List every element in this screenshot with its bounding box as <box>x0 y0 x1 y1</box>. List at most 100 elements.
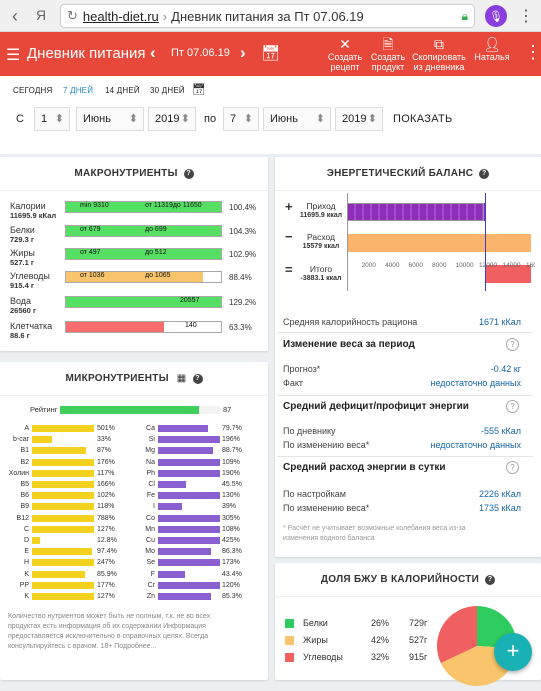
micronutrient-value: 173% <box>222 559 240 567</box>
back-icon[interactable]: ‹ <box>12 6 18 26</box>
micronutrient-right-row: Co 305% <box>0 514 268 523</box>
overflow-menu-icon[interactable]: ⋮ <box>524 42 541 62</box>
plus-icon: + <box>285 199 293 214</box>
copy-icon: ⧉ <box>434 36 444 52</box>
micronutrient-name: Si <box>148 436 155 444</box>
calendar-icon[interactable]: 📅︎ <box>261 45 281 62</box>
micronutrient-name: PP <box>19 581 29 589</box>
micronutrient-bar <box>158 492 220 500</box>
help-icon[interactable]: ? <box>183 169 194 179</box>
micronutrient-bar <box>158 593 211 600</box>
micronutrients-title: МИКРОНУТРИЕНТЫ ▦? <box>0 362 268 396</box>
bju-percent: 32% <box>371 652 390 662</box>
macro-bar-frame <box>65 296 222 308</box>
prev-day-icon[interactable]: ‹ <box>150 43 156 62</box>
period-calendar-icon[interactable]: 📅︎ <box>192 84 206 96</box>
url-separator: › <box>162 8 168 24</box>
more-icon[interactable]: ⋮ <box>518 8 534 25</box>
lock-icon: 🔒︎ <box>461 9 468 23</box>
app-header: ☰ Дневник питания ‹ Пт 07.06.19 › 📅︎ ✕ С… <box>0 32 541 76</box>
to-day-select[interactable]: 7 <box>223 107 259 131</box>
micronutrient-right-row: Fe 130% <box>0 491 268 500</box>
reload-icon[interactable]: ↻ <box>67 8 78 23</box>
macro-row: Белки 729.3 г от 679 до 699 104.3% <box>0 225 268 247</box>
energy-tick-label: 12000 <box>479 262 498 269</box>
limit-line <box>485 193 487 291</box>
address-bar[interactable]: ↻ health-diet.ru › Дневник питания за Пт… <box>60 4 475 28</box>
micronutrient-bar <box>158 481 186 488</box>
user-profile-button[interactable]: 👤︎ Наталья <box>472 36 512 62</box>
help-icon[interactable]: ? <box>192 374 203 384</box>
next-day-icon[interactable]: › <box>240 43 246 62</box>
micronutrient-bar <box>32 581 94 589</box>
micronutrients-card: МИКРОНУТРИЕНТЫ ▦? Рейтинг 87 A 501% b-car 33… <box>0 362 268 680</box>
micronutrient-bar <box>32 514 94 522</box>
micronutrient-bar <box>32 447 86 455</box>
forecast-value: -0.42 кг <box>490 364 521 374</box>
micronutrient-bar <box>158 581 220 589</box>
micronutrient-name: Cr <box>147 581 155 589</box>
macro-row: Калории 11695.9 кКал min 9310 от 11319до 11… <box>0 201 268 223</box>
microphone-icon[interactable]: 🎙︎ <box>485 5 507 27</box>
macro-range-high: 140 <box>185 322 197 329</box>
to-month-select[interactable]: Июнь <box>263 107 331 131</box>
help-icon[interactable]: ? <box>479 169 490 179</box>
macro-bar <box>65 272 203 283</box>
micronutrient-value: 120% <box>222 581 240 589</box>
yandex-logo[interactable]: Я <box>35 7 47 23</box>
by-settings-label: По настройкам <box>283 489 346 499</box>
url-domain: health-diet.ru <box>82 8 159 24</box>
from-month-select[interactable]: Июнь <box>76 107 144 131</box>
tab-7-days[interactable]: 7 ДНЕЙ <box>63 86 94 95</box>
from-day-select[interactable]: 1 <box>34 107 70 131</box>
micronutrient-bar <box>32 525 94 533</box>
micronutrient-value: 43.4% <box>222 570 242 578</box>
help-icon[interactable]: ? <box>506 400 519 413</box>
micronutrient-right-row: Cr 120% <box>0 581 268 590</box>
micronutrient-value: 166% <box>97 481 115 488</box>
tab-30-days[interactable]: 30 ДНЕЙ <box>150 86 185 95</box>
show-button[interactable]: ПОКАЗАТЬ <box>393 113 453 125</box>
outcome-row: − Расход 15579 ккал <box>285 229 340 250</box>
micronutrient-name: H <box>23 559 29 567</box>
help-icon[interactable]: ? <box>506 338 519 351</box>
tab-today[interactable]: СЕГОДНЯ <box>13 86 53 95</box>
macro-name: Углеводы 915.4 г <box>10 271 50 290</box>
bju-color-swatch <box>285 636 294 645</box>
menu-icon[interactable]: ☰ <box>6 47 21 64</box>
create-product-button[interactable]: 🗎︎ Создать продукт <box>367 36 409 72</box>
micronutrient-name: Cl <box>148 481 155 488</box>
micronutrient-value: 196% <box>222 436 240 444</box>
create-recipe-button[interactable]: ✕ Создать рецепт <box>324 36 366 72</box>
from-year-select[interactable]: 2019 <box>148 107 196 131</box>
micronutrient-right-row: Ca 79.7% <box>0 424 268 433</box>
micronutrient-bar <box>158 447 213 455</box>
product-icon: 🗎︎ <box>382 36 394 52</box>
table-icon[interactable]: ▦ <box>176 373 187 384</box>
micronutrient-right-row: Na 109% <box>0 458 268 467</box>
micronutrient-value: 425% <box>222 537 240 544</box>
micronutrient-left-row: K 127% <box>0 592 268 601</box>
copy-from-diary-button[interactable]: ⧉ Скопировать из дневника <box>409 36 469 72</box>
micronutrient-left-row: D 12.8% <box>0 536 268 545</box>
macro-bar-frame <box>65 321 222 333</box>
micronutrient-value: 501% <box>97 425 115 432</box>
url-page-title: Дневник питания за Пт 07.06.19 <box>171 8 364 24</box>
macro-name: Жиры 527.1 г <box>10 248 35 267</box>
tab-14-days[interactable]: 14 ДНЕЙ <box>105 86 140 95</box>
to-year-select[interactable]: 2019 <box>335 107 383 131</box>
bju-color-swatch <box>285 619 294 628</box>
macro-row: Углеводы 915.4 г от 1036 до 1065 88.4% <box>0 271 268 293</box>
energy-tick-label: 4000 <box>385 262 400 269</box>
add-button[interactable]: + <box>494 633 532 671</box>
help-icon[interactable]: ? <box>485 575 496 585</box>
macro-bar <box>65 202 222 213</box>
energy-tick-label: 14000 <box>502 262 521 269</box>
macro-bar <box>65 226 222 237</box>
micronutrient-value: 109% <box>222 458 240 466</box>
micronutrient-name: Mg <box>145 447 155 455</box>
micronutrient-bar <box>158 503 182 511</box>
micronutrient-value: 12.8% <box>97 537 117 544</box>
macro-bar <box>65 297 222 308</box>
help-icon[interactable]: ? <box>506 461 519 474</box>
